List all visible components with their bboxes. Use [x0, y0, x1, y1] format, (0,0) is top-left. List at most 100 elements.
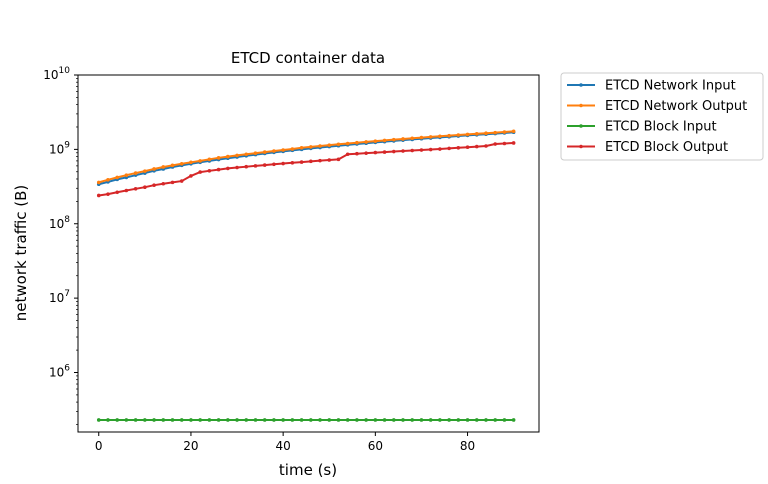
- data-point: [318, 418, 322, 422]
- data-point: [170, 418, 175, 422]
- data-point: [244, 152, 249, 157]
- data-point: [299, 146, 304, 150]
- data-point: [511, 129, 516, 134]
- y-tick-label: 107: [49, 289, 70, 305]
- data-point: [106, 177, 110, 182]
- data-point: [410, 148, 415, 153]
- data-point: [161, 418, 166, 422]
- data-point: [391, 418, 396, 422]
- data-point: [419, 135, 424, 140]
- data-point: [355, 140, 359, 145]
- data-point: [189, 160, 193, 165]
- data-point: [382, 138, 387, 143]
- data-point: [428, 418, 433, 422]
- legend: ETCD Network Input ETCD Network Output ETC…: [560, 72, 764, 161]
- y-tick-label: 109: [49, 140, 70, 156]
- x-axis: 0 20 40 60 80: [95, 432, 475, 453]
- data-point: [465, 418, 470, 422]
- data-point: [281, 148, 285, 152]
- data-point: [115, 190, 119, 195]
- data-point: [419, 418, 424, 422]
- data-point: [382, 418, 387, 422]
- y-tick-label: 1010: [43, 66, 70, 82]
- series-line: [98, 141, 514, 197]
- data-point: [401, 149, 405, 153]
- data-point: [207, 157, 212, 162]
- data-point: [235, 165, 239, 170]
- data-point: [262, 418, 267, 422]
- data-point: [364, 151, 368, 155]
- data-point: [382, 150, 387, 154]
- x-tick-label: 0: [95, 439, 103, 453]
- data-point: [152, 167, 156, 171]
- data-point: [124, 173, 129, 177]
- data-point: [133, 187, 138, 191]
- data-point: [309, 418, 313, 422]
- data-point: [262, 150, 267, 154]
- data-point: [299, 418, 304, 422]
- data-point: [152, 183, 156, 187]
- data-point: [281, 161, 285, 166]
- data-point: [226, 418, 230, 422]
- data-point: [465, 145, 470, 149]
- data-point: [502, 418, 507, 422]
- data-point: [327, 418, 332, 422]
- data-point: [493, 418, 498, 422]
- data-point: [428, 147, 433, 152]
- data-point: [133, 418, 138, 422]
- data-point: [438, 418, 442, 422]
- data-point: [115, 418, 119, 422]
- data-point: [309, 159, 313, 164]
- data-point: [502, 141, 507, 146]
- data-point: [447, 133, 451, 138]
- data-point: [179, 418, 184, 422]
- x-tick-label: 20: [183, 439, 198, 453]
- data-point: [318, 144, 322, 148]
- data-point: [484, 418, 488, 422]
- legend-marker: [579, 83, 583, 87]
- data-point: [391, 137, 396, 142]
- data-point: [170, 163, 175, 168]
- data-point: [170, 180, 175, 185]
- data-point: [96, 193, 101, 198]
- data-point: [355, 418, 359, 422]
- data-point: [410, 136, 415, 141]
- data-point: [143, 185, 147, 189]
- data-point: [502, 130, 507, 134]
- chart-title: ETCD container data: [231, 49, 385, 67]
- series-line: [98, 131, 514, 186]
- data-point: [143, 418, 147, 422]
- y-axis-label: network traffic (B): [12, 185, 30, 321]
- data-point: [272, 418, 276, 422]
- data-point: [281, 418, 285, 422]
- series-line: [98, 130, 514, 184]
- data-point: [216, 167, 221, 172]
- data-point: [484, 131, 488, 135]
- data-point: [189, 418, 193, 422]
- data-point: [115, 175, 119, 180]
- data-point: [244, 164, 249, 169]
- data-point: [207, 418, 212, 422]
- legend-marker: [579, 124, 583, 128]
- legend-box: [560, 72, 764, 161]
- data-point: [364, 418, 368, 422]
- data-point: [318, 158, 322, 163]
- data-point: [456, 418, 461, 422]
- data-point: [493, 142, 498, 146]
- data-point: [106, 418, 110, 422]
- data-point: [124, 418, 129, 422]
- data-point: [216, 418, 221, 422]
- data-point: [345, 152, 350, 157]
- data-point: [456, 133, 461, 137]
- data-point: [124, 188, 129, 193]
- data-point: [143, 169, 147, 173]
- data-point: [290, 418, 295, 422]
- data-point: [179, 161, 184, 166]
- data-point: [207, 169, 212, 173]
- y-tick-label: 108: [49, 215, 70, 231]
- data-point: [327, 158, 332, 162]
- data-point: [161, 165, 166, 169]
- data-point: [336, 142, 341, 147]
